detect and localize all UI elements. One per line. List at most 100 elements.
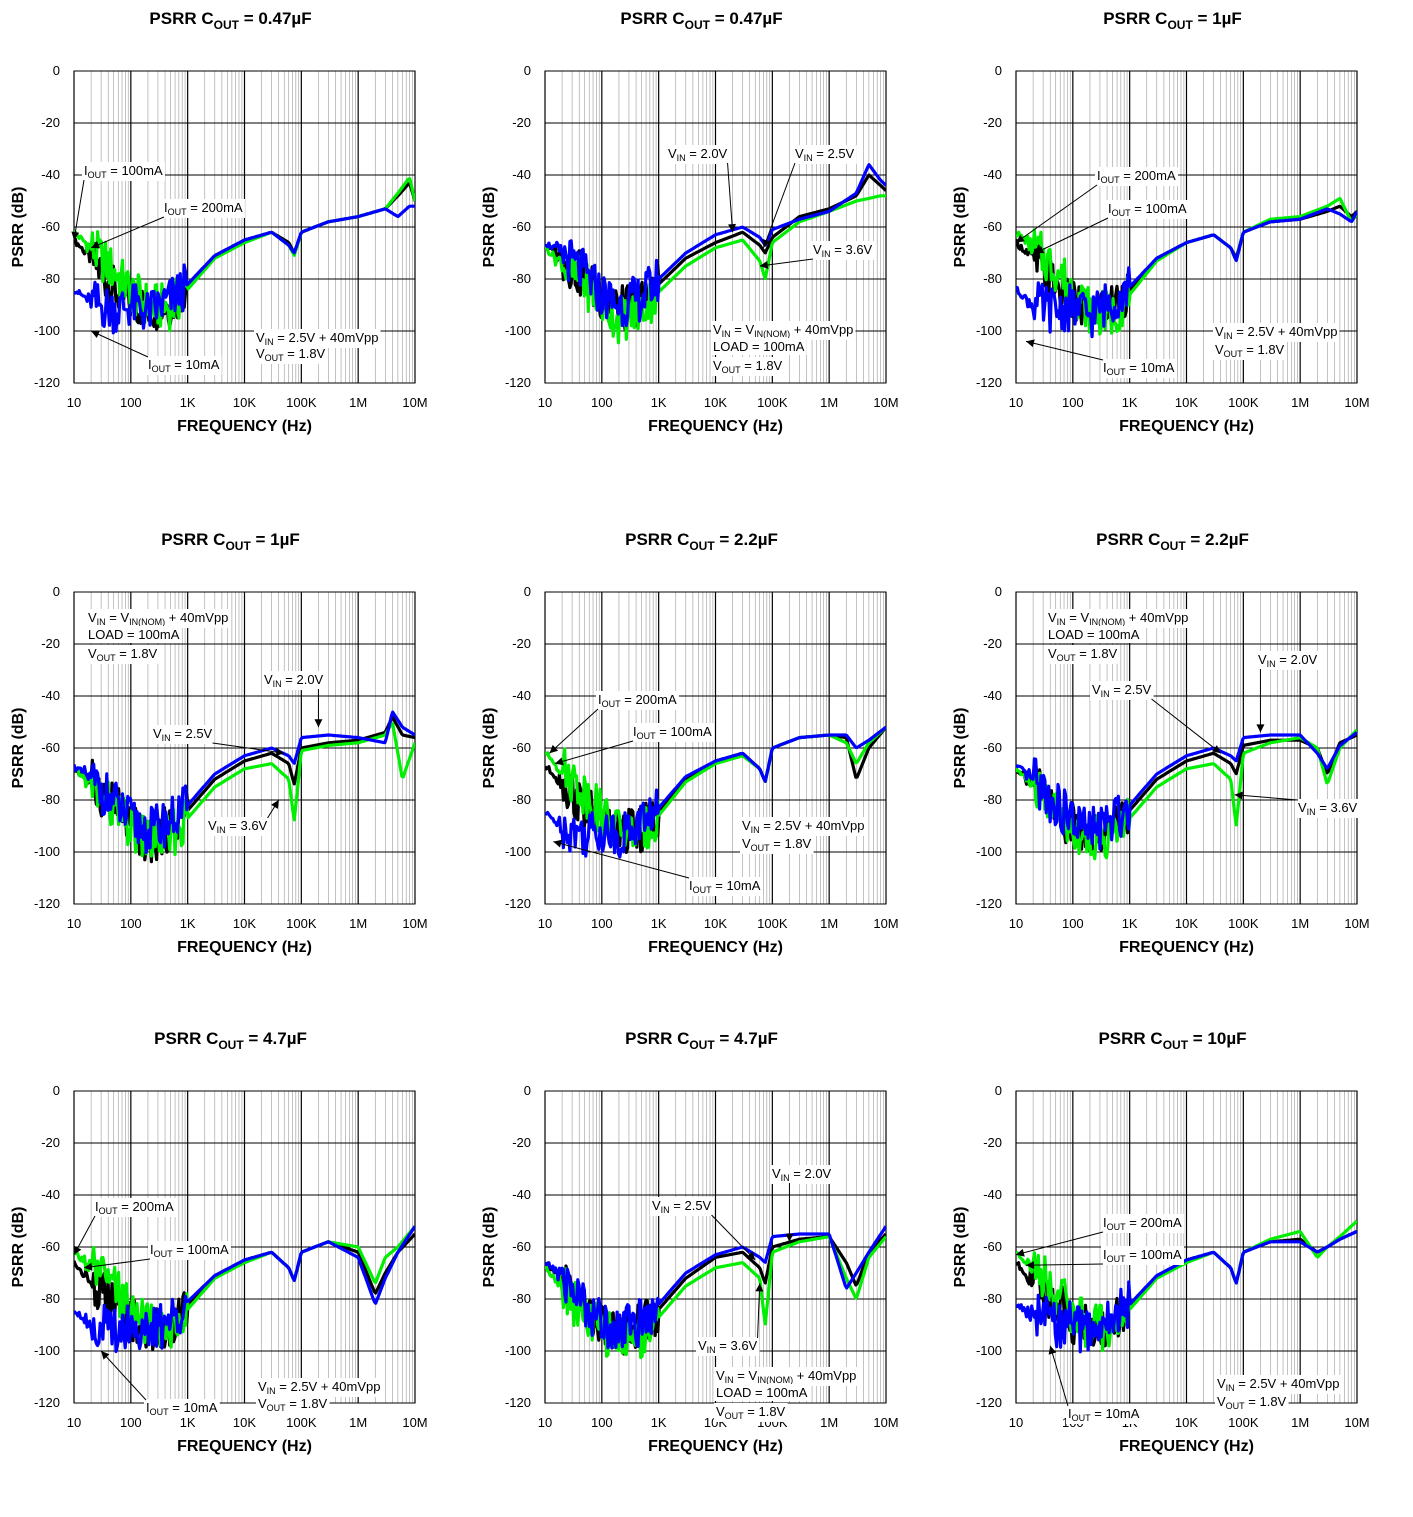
x-tick-label: 100K <box>286 395 317 410</box>
annotation: VIN = 2.5V <box>1090 681 1222 754</box>
svg-text:IOUT = 200mA: IOUT = 200mA <box>95 1199 174 1216</box>
chart-panel-2: PSRR COUT = 0.47µF 10 100 1K 10K 100K 1M 10M 0 -2… <box>471 0 942 497</box>
series-line-3 <box>1016 731 1357 851</box>
y-tick-label: -40 <box>983 167 1002 182</box>
arrowhead <box>1256 724 1265 733</box>
x-tick-label: 1K <box>651 916 667 931</box>
x-tick-label: 10 <box>67 1415 81 1430</box>
y-tick-label: -20 <box>983 1135 1002 1150</box>
annotation: VOUT = 1.8V <box>254 345 328 364</box>
x-tick-label: 1M <box>349 395 367 410</box>
svg-text:VIN = 2.5V: VIN = 2.5V <box>1092 682 1152 699</box>
svg-text:IOUT = 100mA: IOUT = 100mA <box>633 724 712 741</box>
x-tick-label: 10M <box>1344 395 1369 410</box>
x-tick-label: 1K <box>180 1415 196 1430</box>
x-tick-label: 10M <box>402 1415 427 1430</box>
arrowhead <box>74 1245 82 1255</box>
svg-text:LOAD = 100mA: LOAD = 100mA <box>716 1385 808 1400</box>
y-tick-label: 0 <box>53 63 60 78</box>
arrowhead <box>555 757 564 766</box>
x-tick-label: 10M <box>873 1415 898 1430</box>
annotation-leader <box>212 742 285 754</box>
svg-text:IOUT = 10mA: IOUT = 10mA <box>148 357 220 374</box>
arrowhead <box>1035 245 1045 254</box>
x-tick-label: 100K <box>1228 395 1259 410</box>
y-tick-label: -60 <box>512 1239 531 1254</box>
x-tick-label: 1M <box>349 916 367 931</box>
arrowhead <box>91 330 101 338</box>
chart-title: PSRR COUT = 2.2µF <box>1096 530 1249 553</box>
y-tick-label: -40 <box>512 1187 531 1202</box>
annotation: VOUT = 1.8V <box>256 1395 330 1414</box>
arrowhead <box>1048 1345 1057 1355</box>
y-tick-label: 0 <box>524 584 531 599</box>
svg-text:IOUT = 10mA: IOUT = 10mA <box>689 878 761 895</box>
y-tick-label: -40 <box>512 688 531 703</box>
x-tick-label: 1M <box>820 916 838 931</box>
y-tick-label: -20 <box>983 636 1002 651</box>
chart-svg: PSRR COUT = 1µF 10 100 1K 10K 100K 1M 10M 0 -20 -4… <box>10 530 428 956</box>
x-tick-label: 100 <box>120 395 142 410</box>
svg-text:VIN = 2.5V + 40mVpp: VIN = 2.5V + 40mVpp <box>1217 1376 1339 1393</box>
chart-panel-1: PSRR COUT = 0.47µF 10 100 1K 10K 100K 1M 10M 0 -2… <box>0 0 471 497</box>
chart-svg: PSRR COUT = 2.2µF 10 100 1K 10K 100K 1M 10M 0 -20… <box>952 530 1370 956</box>
x-tick-label: 10 <box>538 1415 552 1430</box>
annotation: IOUT = 200mA <box>1015 1214 1184 1257</box>
x-tick-label: 100K <box>757 916 788 931</box>
svg-text:VOUT = 1.8V: VOUT = 1.8V <box>258 1396 328 1413</box>
arrowhead <box>84 1262 93 1271</box>
x-tick-label: 10 <box>67 916 81 931</box>
annotation-leader <box>1015 184 1098 244</box>
y-tick-label: -80 <box>512 1291 531 1306</box>
svg-text:VIN = VIN(NOM) + 40mVpp: VIN = VIN(NOM) + 40mVpp <box>1048 610 1188 627</box>
x-tick-label: 1M <box>820 1415 838 1430</box>
x-tick-label: 100 <box>120 916 142 931</box>
svg-text:VIN = 2.0V: VIN = 2.0V <box>668 146 728 163</box>
annotation-leader <box>759 258 814 267</box>
x-tick-label: 1K <box>651 1415 667 1430</box>
svg-text:VOUT = 1.8V: VOUT = 1.8V <box>88 646 158 663</box>
y-tick-label: -40 <box>41 688 60 703</box>
x-axis-label: FREQUENCY (Hz) <box>177 939 312 956</box>
chart-svg: PSRR COUT = 4.7µF 10 100 1K 10K 100K 1M 10M 0 -20… <box>10 1029 428 1455</box>
y-tick-label: -60 <box>983 740 1002 755</box>
y-tick-label: -60 <box>41 740 60 755</box>
y-axis-label: PSRR (dB) <box>10 187 27 268</box>
annotation: VIN = 2.5V + 40mVpp <box>256 1378 383 1397</box>
x-tick-label: 1K <box>180 395 196 410</box>
svg-text:VIN = 2.5V: VIN = 2.5V <box>652 1198 712 1215</box>
annotation: VIN = 2.0V <box>770 1165 834 1242</box>
series-line-3 <box>1016 207 1357 339</box>
chart-svg: PSRR COUT = 2.2µF 10 100 1K 10K 100K 1M 10M 0 -20… <box>481 530 899 956</box>
annotation: IOUT = 200mA <box>1015 167 1178 244</box>
x-tick-label: 10K <box>233 916 256 931</box>
y-tick-label: -80 <box>983 1291 1002 1306</box>
annotation: VOUT = 1.8V <box>740 835 814 854</box>
annotation-leader <box>100 1350 147 1401</box>
y-tick-label: -100 <box>505 323 531 338</box>
x-axis-label: FREQUENCY (Hz) <box>648 418 783 435</box>
arrowhead <box>101 1351 110 1360</box>
x-tick-label: 10K <box>704 916 727 931</box>
y-tick-label: -120 <box>505 896 531 911</box>
annotation-leader <box>1234 794 1299 801</box>
y-axis-label: PSRR (dB) <box>952 187 969 268</box>
y-tick-label: -40 <box>41 167 60 182</box>
y-tick-label: -100 <box>34 1343 60 1358</box>
x-tick-label: 10M <box>1344 916 1369 931</box>
y-tick-label: -120 <box>34 896 60 911</box>
svg-text:VIN = 2.0V: VIN = 2.0V <box>772 1166 832 1183</box>
annotation: VIN = 2.5V <box>650 1197 756 1261</box>
chart-title: PSRR COUT = 1µF <box>1103 9 1242 32</box>
series-line-2 <box>74 722 415 858</box>
annotation: VIN = 2.5V + 40mVpp <box>254 329 381 348</box>
x-axis-label: FREQUENCY (Hz) <box>648 1438 783 1455</box>
svg-text:IOUT = 100mA: IOUT = 100mA <box>1103 1247 1182 1264</box>
chart-panel-5: PSRR COUT = 2.2µF 10 100 1K 10K 100K 1M 10M 0 -20… <box>471 521 942 1018</box>
svg-text:VOUT = 1.8V: VOUT = 1.8V <box>256 346 326 363</box>
svg-text:LOAD = 100mA: LOAD = 100mA <box>713 339 805 354</box>
annotation-leader <box>1025 340 1104 361</box>
y-tick-label: -20 <box>512 636 531 651</box>
chart-svg: PSRR COUT = 1µF 10 100 1K 10K 100K 1M 10M 0 -20 -4… <box>952 9 1370 435</box>
chart-title: PSRR COUT = 2.2µF <box>625 530 778 553</box>
